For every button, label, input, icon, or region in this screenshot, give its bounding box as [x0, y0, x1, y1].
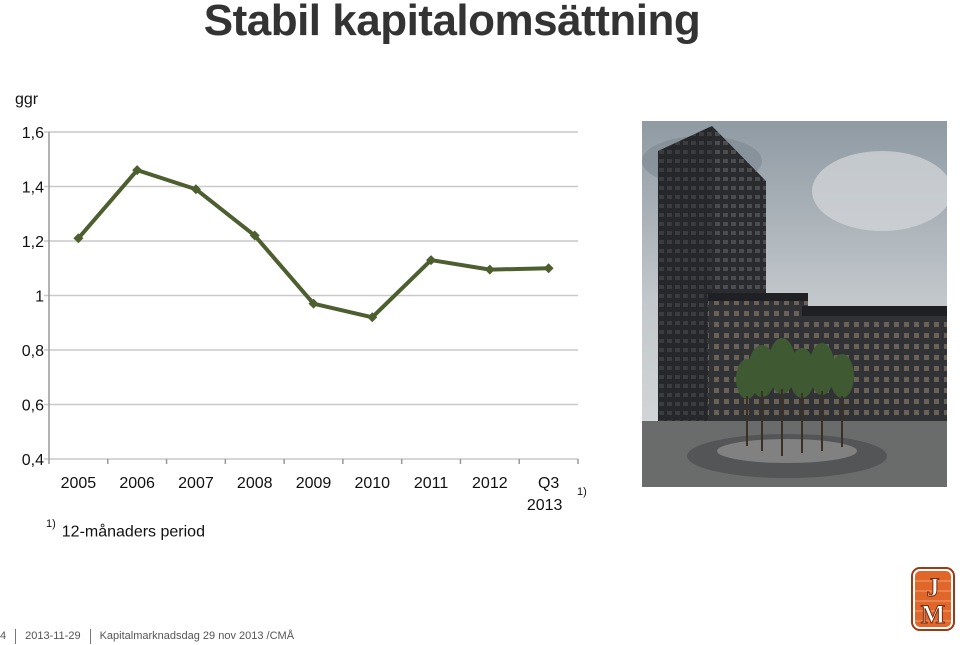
page-title: Stabil kapitalomsättning	[0, 0, 960, 46]
y-tick-label: 1,2	[22, 234, 44, 251]
data-point	[543, 263, 554, 274]
footnote-marker: 1)	[46, 518, 56, 530]
building-photo	[642, 121, 947, 487]
footnote: 1) 12-månaders period	[46, 518, 205, 541]
jm-logo: J M	[911, 567, 955, 631]
y-tick-label: 1	[35, 289, 44, 306]
y-tick-label: 0,8	[22, 343, 44, 360]
footer-date: 2013-11-29	[25, 630, 81, 642]
data-point	[132, 165, 143, 176]
y-tick-label: 1,6	[22, 125, 44, 142]
y-axis-ticks: 1,6 1,4 1,2 1 0,8 0,6 0,4	[22, 125, 44, 469]
x-tick-label: 2006	[119, 475, 155, 492]
y-axis-label: ggr	[15, 91, 39, 108]
y-tick-label: 1,4	[22, 180, 44, 197]
data-point	[190, 184, 201, 195]
building-illustration	[642, 121, 947, 487]
data-point	[367, 312, 378, 323]
svg-text:J: J	[927, 573, 940, 602]
footer-event: Kapitalmarknadsdag 29 nov 2013 /CMÅ	[99, 630, 295, 642]
slide-footer: 4 2013-11-29 Kapitalmarknadsdag 29 nov 2…	[0, 627, 294, 645]
x-tick-label: 2009	[296, 475, 332, 492]
page-title-text: Stabil kapitalomsättning	[203, 0, 701, 45]
y-tick-label: 0,4	[22, 452, 44, 469]
x-tick-label: 2007	[178, 475, 214, 492]
x-tick-label: 2008	[237, 475, 273, 492]
x-tick-label: 2010	[354, 475, 390, 492]
line-chart: 1,6 1,4 1,2 1 0,8 0,6 0,4 2005 2006 2007 2008 2009…	[15, 91, 587, 514]
data-point	[484, 264, 495, 275]
data-point	[426, 255, 437, 266]
data-point	[73, 233, 84, 244]
footer-divider	[89, 628, 91, 644]
svg-text:M: M	[921, 600, 946, 629]
x-superscript-note: 1)	[577, 486, 587, 498]
x-tick-label: 2012	[472, 475, 508, 492]
x-tick-label: 2011	[414, 475, 449, 492]
data-point	[249, 230, 260, 241]
x-axis-ticks: 2005 2006 2007 2008 2009 2010 2011 2012 Q3 2013	[48, 459, 579, 514]
x-tick-label: 2005	[61, 475, 97, 492]
chart-grid	[44, 131, 578, 460]
data-point	[308, 298, 319, 309]
y-tick-label: 0,6	[22, 398, 44, 415]
series-line	[73, 165, 554, 323]
footnote-text: 12-månaders period	[61, 523, 205, 541]
page-number: 4	[0, 630, 7, 642]
x-tick-label: Q3 2013	[527, 475, 563, 514]
footer-divider	[15, 628, 17, 644]
